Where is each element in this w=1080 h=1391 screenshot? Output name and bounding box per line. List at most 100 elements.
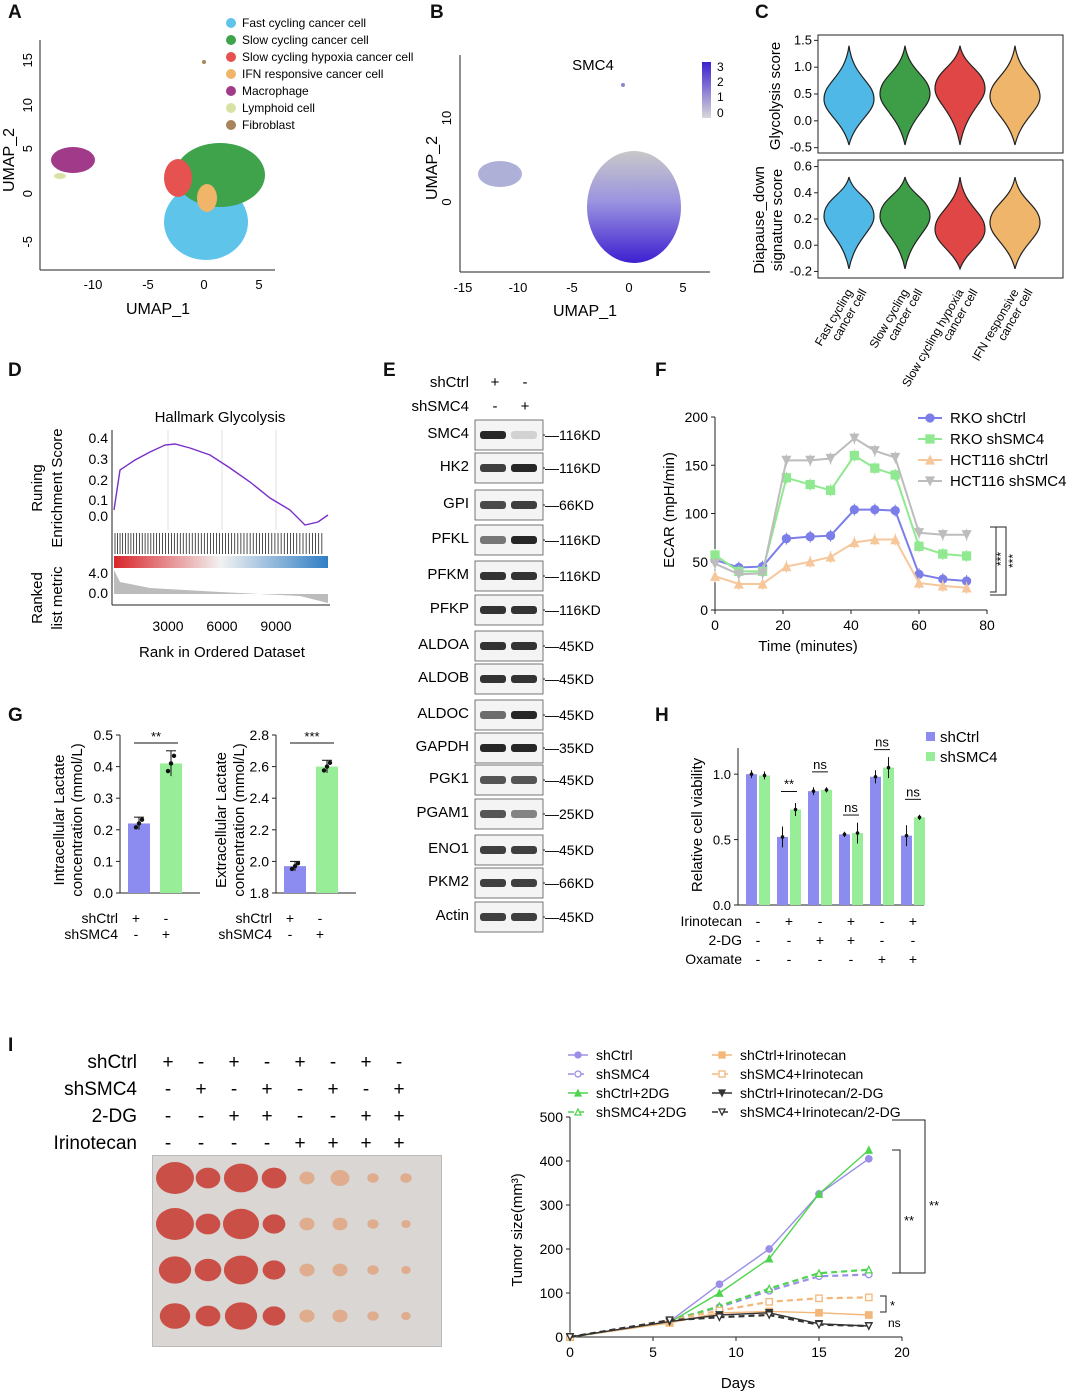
f-series-line bbox=[714, 454, 967, 573]
i-row-sign: + bbox=[393, 1106, 404, 1127]
h-ylabel: Relative cell viability bbox=[689, 757, 706, 892]
i-series-line bbox=[569, 1310, 869, 1338]
c-top-ytick: 1.5 bbox=[794, 32, 812, 47]
a-cluster-hypoxia bbox=[164, 159, 192, 197]
i-legend-label: shCtrl+Irinotecan bbox=[740, 1047, 846, 1063]
panel-f-letter: F bbox=[655, 360, 667, 381]
e-band-lane1 bbox=[480, 776, 506, 784]
h-sig-label: ns bbox=[813, 757, 827, 772]
i-legend-label: shCtrl+Irinotecan/2-DG bbox=[740, 1085, 884, 1101]
i-row-sign: + bbox=[162, 1052, 173, 1073]
data-point bbox=[805, 532, 815, 542]
e-sign: - bbox=[493, 398, 498, 415]
g-dot bbox=[321, 768, 327, 773]
e-size-label: —116KD bbox=[545, 427, 601, 443]
e-size-label: —45KD bbox=[545, 671, 594, 687]
a-legend-label: Slow cycling hypoxia cancer cell bbox=[242, 50, 413, 64]
e-size-label: —25KD bbox=[545, 806, 594, 822]
i-row-sign: - bbox=[264, 1133, 270, 1154]
e-size-label: —45KD bbox=[545, 638, 594, 654]
g-ytick: 0.5 bbox=[94, 727, 114, 743]
data-point bbox=[849, 536, 860, 548]
h-row-label: Irinotecan bbox=[681, 913, 742, 929]
d-ylabel2-2: list metric bbox=[49, 566, 66, 630]
h-bar bbox=[808, 791, 819, 905]
e-band-lane2 bbox=[511, 642, 537, 650]
f-xtick: 0 bbox=[711, 617, 719, 633]
b-xtick: -10 bbox=[509, 280, 528, 295]
c-top-ylabel: Glycolysis score bbox=[767, 42, 784, 150]
c-top-ytick: 0.0 bbox=[794, 113, 812, 128]
data-point bbox=[937, 530, 948, 541]
a-xtick: -5 bbox=[142, 277, 154, 292]
panel-g-lactate: 0.5 0.4 0.3 0.2 0.1 0.0 ** 2.8 2.6 2.4 2.2 2.0 1.8 *… bbox=[51, 727, 356, 942]
h-dot bbox=[917, 815, 922, 820]
i-ytick: 100 bbox=[540, 1285, 564, 1301]
e-band-lane2 bbox=[511, 711, 537, 719]
f-xtick: 20 bbox=[775, 617, 791, 633]
data-point bbox=[961, 551, 972, 561]
c-bottom-ylabel-1: Diapause_down bbox=[751, 166, 768, 274]
i-row-sign: + bbox=[327, 1079, 338, 1100]
tumor-sample bbox=[367, 1219, 379, 1229]
b-xtick: -15 bbox=[454, 280, 473, 295]
h-dot bbox=[811, 789, 816, 793]
h-row-sign: - bbox=[849, 951, 854, 967]
e-band-lane2 bbox=[511, 744, 537, 752]
e-size-label: —116KD bbox=[545, 460, 601, 476]
e-band-label: PGAM1 bbox=[416, 804, 469, 821]
data-point bbox=[665, 1316, 674, 1325]
data-point bbox=[864, 1145, 874, 1154]
h-dot bbox=[762, 773, 767, 778]
data-point bbox=[825, 531, 836, 541]
c-bottom-ytick: 0.6 bbox=[794, 159, 812, 174]
data-point bbox=[765, 1297, 774, 1306]
tumor-sample bbox=[224, 1302, 258, 1330]
e-size-label: —66KD bbox=[545, 497, 594, 513]
i-row-sign: - bbox=[198, 1106, 204, 1127]
a-ylabel: UMAP_2 bbox=[1, 128, 18, 192]
panel-c-violins: 1.5 1.0 0.5 0.0 -0.5 0.6 0.4 0.2 0.0 -0.2 Glycol… bbox=[751, 32, 1064, 389]
data-point bbox=[715, 1288, 724, 1297]
e-band-lane1 bbox=[480, 879, 506, 887]
tumor-sample bbox=[223, 1255, 259, 1285]
i-ytick: 200 bbox=[540, 1241, 564, 1257]
f-ytick: 50 bbox=[692, 554, 708, 570]
c-bottom-ytick: 0.4 bbox=[794, 185, 812, 200]
data-point bbox=[925, 434, 935, 444]
c-top-ytick: 1.0 bbox=[794, 59, 812, 74]
e-band-lane1 bbox=[480, 675, 506, 683]
data-point bbox=[805, 556, 816, 567]
g-dot bbox=[292, 863, 298, 869]
a-legend-label: IFN responsive cancer cell bbox=[242, 67, 383, 81]
g-sig-label: ** bbox=[151, 729, 161, 744]
i-xlabel: Days bbox=[721, 1375, 755, 1391]
e-band-label: PGK1 bbox=[429, 770, 469, 787]
b-ylabel: UMAP_2 bbox=[424, 136, 441, 200]
f-ytick: 150 bbox=[685, 457, 709, 473]
h-ytick: 0.0 bbox=[713, 898, 731, 913]
g-left-ylabel-2: concentration (mmol/L) bbox=[69, 743, 86, 896]
i-sig-1: ** bbox=[904, 1213, 914, 1228]
d-xtick: 6000 bbox=[206, 618, 237, 634]
i-row-sign: - bbox=[297, 1106, 303, 1127]
d-ytick2: 0.0 bbox=[89, 585, 109, 601]
h-sig-label: ns bbox=[844, 800, 858, 815]
data-point bbox=[864, 1322, 874, 1331]
i-row-label: 2-DG bbox=[92, 1106, 137, 1127]
b-xtick: -5 bbox=[566, 280, 578, 295]
h-row-sign: - bbox=[911, 932, 916, 948]
panel-e-western-blot: shCtrl shSMC4 + - - + SMC4 —116KD HK2 —116K… bbox=[411, 374, 601, 933]
tumor-sample bbox=[330, 1170, 350, 1186]
e-size-label: —66KD bbox=[545, 875, 594, 891]
e-band-label: PFKP bbox=[430, 600, 469, 617]
panel-i-letter: I bbox=[8, 1035, 14, 1056]
h-dot bbox=[793, 807, 798, 812]
e-band-lane2 bbox=[511, 464, 537, 472]
e-size-label: —45KD bbox=[545, 909, 594, 925]
i-ytick: 300 bbox=[540, 1197, 564, 1213]
d-xtick: 3000 bbox=[152, 618, 183, 634]
panel-d-gsea: Hallmark Glycolysis Runing Enrichment Sc… bbox=[29, 409, 330, 661]
c-violin bbox=[989, 45, 1041, 146]
i-row-label: Irinotecan bbox=[54, 1133, 137, 1154]
